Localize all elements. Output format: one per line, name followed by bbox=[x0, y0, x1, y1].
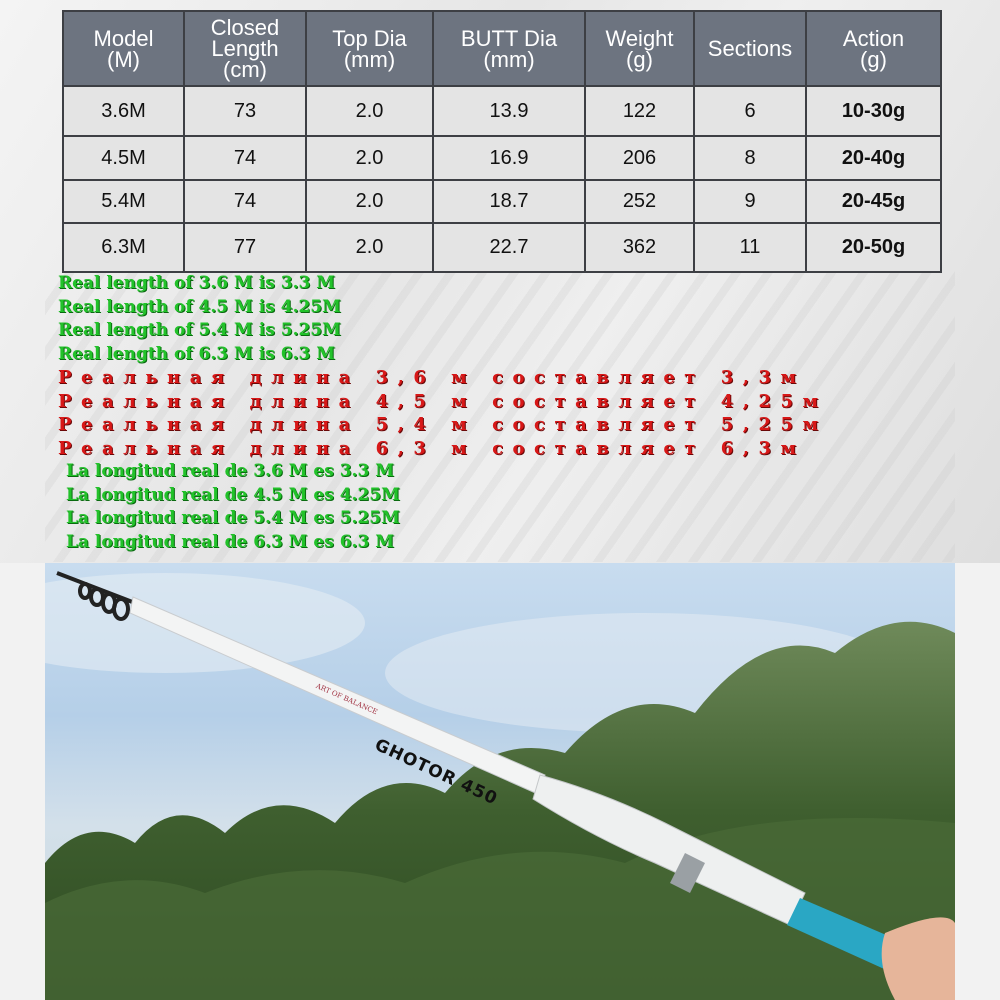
note-russian: Реальная длина 4,5 м составляет 4,25м bbox=[58, 390, 828, 412]
table-cell: 2.0 bbox=[305, 135, 434, 181]
table-cell: 10-30g bbox=[805, 85, 942, 137]
header-text: Sections bbox=[707, 36, 793, 61]
table-cell: 20-50g bbox=[805, 222, 942, 273]
header-text: (g) bbox=[860, 46, 887, 72]
table-cell: 2.0 bbox=[305, 179, 434, 224]
header-text: Closed bbox=[210, 15, 280, 40]
hand bbox=[881, 917, 955, 1000]
rod-guides bbox=[78, 582, 130, 621]
spec-table: Model (M) Closed Length (cm) Top Dia (mm) BUTT … bbox=[62, 10, 942, 273]
table-cell: 2.0 bbox=[305, 85, 434, 137]
spec-panel: Model (M) Closed Length (cm) Top Dia (mm) BUTT … bbox=[0, 0, 1000, 563]
header-text: (mm) bbox=[343, 46, 396, 72]
table-cell: 9 bbox=[693, 179, 807, 224]
header-text: Weight bbox=[605, 25, 674, 51]
header-text: (mm) bbox=[483, 46, 535, 72]
table-row: 3.6M 73 2.0 13.9 122 6 10-30g bbox=[62, 85, 942, 137]
table-header-row: Model (M) Closed Length (cm) Top Dia (mm) BUTT … bbox=[62, 10, 942, 87]
table-cell: 362 bbox=[584, 222, 695, 273]
table-cell: 3.6M bbox=[62, 85, 185, 137]
table-cell: 4.5M bbox=[62, 135, 185, 181]
note-spanish: La longitud real de 6.3 M es 6.3 M bbox=[66, 531, 395, 552]
header-text: Action bbox=[842, 25, 905, 51]
table-cell: 6 bbox=[693, 85, 807, 137]
table-row: 6.3M 77 2.0 22.7 362 11 20-50g bbox=[62, 222, 942, 273]
table-cell: 122 bbox=[584, 85, 695, 137]
table-row: 4.5M 74 2.0 16.9 206 8 20-40g bbox=[62, 135, 942, 181]
real-length-notes: Real length of 3.6 M is 3.3 M Real length… bbox=[58, 272, 828, 554]
note-russian: Реальная длина 5,4 м составляет 5,25м bbox=[58, 414, 828, 435]
table-cell: 16.9 bbox=[432, 135, 586, 181]
table-cell: 20-45g bbox=[805, 179, 942, 224]
note-english: Real length of 4.5 M is 4.25M bbox=[58, 296, 341, 317]
note-russian: Реальная длина 3,6 м составляет 3,3м bbox=[58, 367, 806, 388]
header-text: (M) bbox=[107, 46, 140, 72]
column-header: Sections bbox=[693, 10, 807, 87]
note-spanish: La longitud real de 5.4 M es 5.25M bbox=[66, 508, 400, 528]
table-cell: 73 bbox=[183, 85, 307, 137]
table-cell: 8 bbox=[693, 135, 807, 181]
product-photo: ART OF BALANCE GHOTOR 450 bbox=[45, 563, 955, 1000]
table-row: 5.4M 74 2.0 18.7 252 9 20-45g bbox=[62, 179, 942, 224]
table-cell: 11 bbox=[693, 222, 807, 273]
rod-grip bbox=[787, 898, 905, 973]
column-header: Closed Length (cm) bbox=[183, 10, 307, 87]
header-text: BUTT Dia bbox=[460, 25, 558, 51]
header-text: Model bbox=[93, 25, 154, 51]
header-text: (g) bbox=[626, 46, 653, 72]
table-cell: 252 bbox=[584, 179, 695, 224]
note-english: Real length of 5.4 M is 5.25M bbox=[58, 320, 341, 340]
column-header: Top Dia (mm) bbox=[305, 10, 434, 87]
table-cell: 77 bbox=[183, 222, 307, 273]
table-cell: 74 bbox=[183, 179, 307, 224]
table-cell: 74 bbox=[183, 135, 307, 181]
column-header: BUTT Dia (mm) bbox=[432, 10, 586, 87]
note-english: Real length of 6.3 M is 6.3 M bbox=[58, 343, 336, 364]
note-spanish: La longitud real de 3.6 M es 3.3 M bbox=[66, 461, 395, 481]
column-header: Weight (g) bbox=[584, 10, 695, 87]
table-cell: 206 bbox=[584, 135, 695, 181]
header-text: Top Dia bbox=[332, 25, 407, 51]
table-cell: 2.0 bbox=[305, 222, 434, 273]
table-cell: 22.7 bbox=[432, 222, 586, 273]
note-english: Real length of 3.6 M is 3.3 M bbox=[58, 273, 336, 293]
table-cell: 18.7 bbox=[432, 179, 586, 224]
table-cell: 6.3M bbox=[62, 222, 185, 273]
table-cell: 20-40g bbox=[805, 135, 942, 181]
note-spanish: La longitud real de 4.5 M es 4.25M bbox=[66, 484, 400, 505]
table-cell: 13.9 bbox=[432, 85, 586, 137]
column-header: Model (M) bbox=[62, 10, 185, 87]
header-text: (cm) bbox=[223, 57, 267, 82]
table-cell: 5.4M bbox=[62, 179, 185, 224]
note-russian: Реальная длина 6,3 м составляет 6,3м bbox=[58, 437, 806, 459]
rod-photo-illustration bbox=[45, 571, 955, 1000]
header-text: Length bbox=[211, 36, 279, 61]
column-header: Action (g) bbox=[805, 10, 942, 87]
